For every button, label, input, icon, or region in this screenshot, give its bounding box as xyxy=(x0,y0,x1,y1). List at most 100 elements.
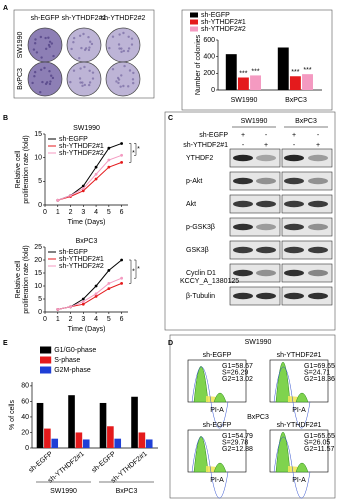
colony xyxy=(48,45,51,48)
blot-strip xyxy=(281,171,333,191)
protein-band xyxy=(308,177,328,185)
bar xyxy=(138,432,146,448)
legend-label: sh-YTHDF2#2 xyxy=(201,26,246,33)
group-label: BxPC3 xyxy=(116,488,138,495)
y-axis-label: proliferation rate (fold) xyxy=(23,245,30,313)
protein-band xyxy=(284,154,304,162)
y-tick-label: 600 xyxy=(203,37,215,44)
colony xyxy=(31,81,34,85)
data-point xyxy=(120,142,124,145)
colony xyxy=(40,56,43,59)
colony xyxy=(83,65,86,69)
y-tick-label: 0 xyxy=(211,87,215,94)
series-line xyxy=(57,277,122,310)
phase-stat: S=24.71 xyxy=(304,369,330,376)
lane-sign: + xyxy=(241,132,245,139)
x-tick-label: 2 xyxy=(69,316,73,323)
legend-swatch xyxy=(40,356,52,364)
panel-frame xyxy=(169,334,336,499)
y-tick-label: 0 xyxy=(38,309,42,316)
phase-stat: G1=54.79 xyxy=(222,433,253,440)
protein-band xyxy=(284,292,304,300)
bar xyxy=(36,402,44,448)
y-axis-label: % of cells xyxy=(9,400,16,430)
y-axis-label: Relative cell xyxy=(15,260,22,298)
column-label: sh-EGFP xyxy=(31,15,60,22)
phase-stat: G1=65.65 xyxy=(304,433,335,440)
legend-label: G1/G0-phase xyxy=(54,347,96,354)
data-point xyxy=(81,184,85,188)
data-point xyxy=(120,282,124,285)
data-point xyxy=(107,146,111,150)
protein-band xyxy=(308,154,328,162)
panel-label: C xyxy=(168,115,173,122)
colony xyxy=(33,70,37,74)
data-point xyxy=(120,153,124,157)
colony xyxy=(52,54,55,58)
fit-curve xyxy=(273,366,311,429)
colony xyxy=(91,77,95,80)
y-tick-label: 200 xyxy=(203,70,215,77)
colony xyxy=(35,51,39,54)
y-tick-label: 0 xyxy=(38,202,42,209)
colony xyxy=(111,35,115,38)
legend-label: sh-YTHDF2#2 xyxy=(59,150,104,157)
legend-label: sh-YTHDF2#1 xyxy=(59,143,104,150)
legend-label: sh-YTHDF2#2 xyxy=(59,263,104,270)
sample-label: sh-YTHDF2#1 xyxy=(277,422,322,429)
culture-dish xyxy=(27,61,63,97)
colony xyxy=(49,80,52,83)
colony xyxy=(82,32,85,36)
y-axis-label: proliferation rate (fold) xyxy=(23,135,30,203)
colony xyxy=(130,43,134,46)
data-point xyxy=(107,269,111,272)
data-point xyxy=(94,165,98,169)
colony xyxy=(88,81,92,84)
panel-label: B xyxy=(3,115,8,122)
phase-stat: S=26.29 xyxy=(222,369,248,376)
lane-sign: - xyxy=(242,142,245,149)
culture-dish xyxy=(105,61,141,97)
colony xyxy=(108,46,111,50)
g2-peak xyxy=(213,392,227,403)
bar xyxy=(75,432,83,448)
colony xyxy=(32,48,36,51)
data-point xyxy=(81,297,85,301)
data-point xyxy=(81,189,85,193)
bar xyxy=(237,77,249,90)
legend-swatch xyxy=(190,19,198,25)
colony xyxy=(83,83,87,87)
colony xyxy=(122,49,126,53)
data-point xyxy=(94,295,98,298)
cell-line-label: BxPC3 xyxy=(295,118,317,125)
protein-band xyxy=(256,246,276,254)
colony xyxy=(115,80,118,83)
lane-sign: - xyxy=(265,132,268,139)
data-point xyxy=(94,284,98,288)
g2-peak xyxy=(295,462,309,473)
colony xyxy=(127,35,130,38)
significance-bracket xyxy=(129,143,132,163)
colony xyxy=(78,56,81,60)
blot-strip xyxy=(281,286,333,306)
colony xyxy=(48,82,52,86)
colony xyxy=(118,33,121,36)
y-tick-label: 20 xyxy=(21,429,29,436)
colony xyxy=(51,76,55,80)
colony xyxy=(122,84,125,88)
x-tick-label: 5 xyxy=(107,316,111,323)
colony xyxy=(44,82,48,86)
legend-label: sh-YTHDF2#1 xyxy=(59,256,104,263)
colony xyxy=(79,67,82,70)
data-point xyxy=(120,258,124,262)
protein-band xyxy=(233,154,253,162)
colony xyxy=(120,47,123,50)
legend-label: sh-EGFP xyxy=(59,249,88,256)
sample-label: sh-EGFP xyxy=(203,422,232,429)
colony xyxy=(44,36,47,40)
row-label: SW1990 xyxy=(17,31,24,58)
protein-band xyxy=(233,292,253,300)
condition-label: sh-EGFP xyxy=(199,132,228,139)
blot-strip xyxy=(281,240,333,260)
colony xyxy=(87,48,91,52)
